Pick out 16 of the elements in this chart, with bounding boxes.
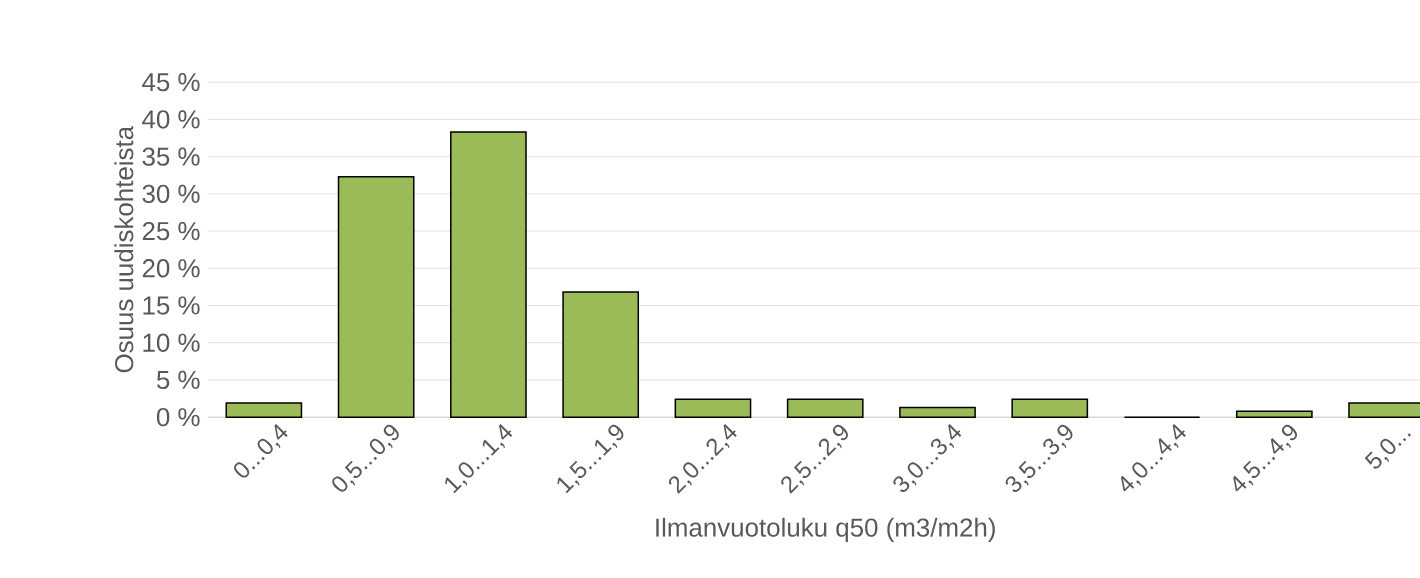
y-tick-label: 10 %	[143, 333, 200, 352]
x-tick-label: 5,0...	[1364, 433, 1411, 469]
bar	[450, 131, 527, 418]
bar	[337, 175, 415, 418]
y-tick-label: 25 %	[142, 221, 200, 241]
y-tick-label: 35 %	[142, 147, 200, 166]
y-tick-label: 30 %	[142, 184, 200, 204]
y-tick-label: 5 %	[156, 370, 200, 390]
y-tick-label: 15 %	[143, 296, 200, 315]
y-tick-label: 0 %	[156, 408, 200, 427]
bar	[562, 291, 640, 418]
y-axis-title: Osuus uudiskohteista	[114, 125, 134, 373]
x-axis-title: Ilmanvuotoluku q50 (m3/m2h)	[656, 517, 995, 542]
y-tick-label: 45 %	[142, 73, 200, 92]
y-tick-label: 20 %	[142, 259, 200, 278]
y-tick-label: 40 %	[142, 110, 200, 129]
